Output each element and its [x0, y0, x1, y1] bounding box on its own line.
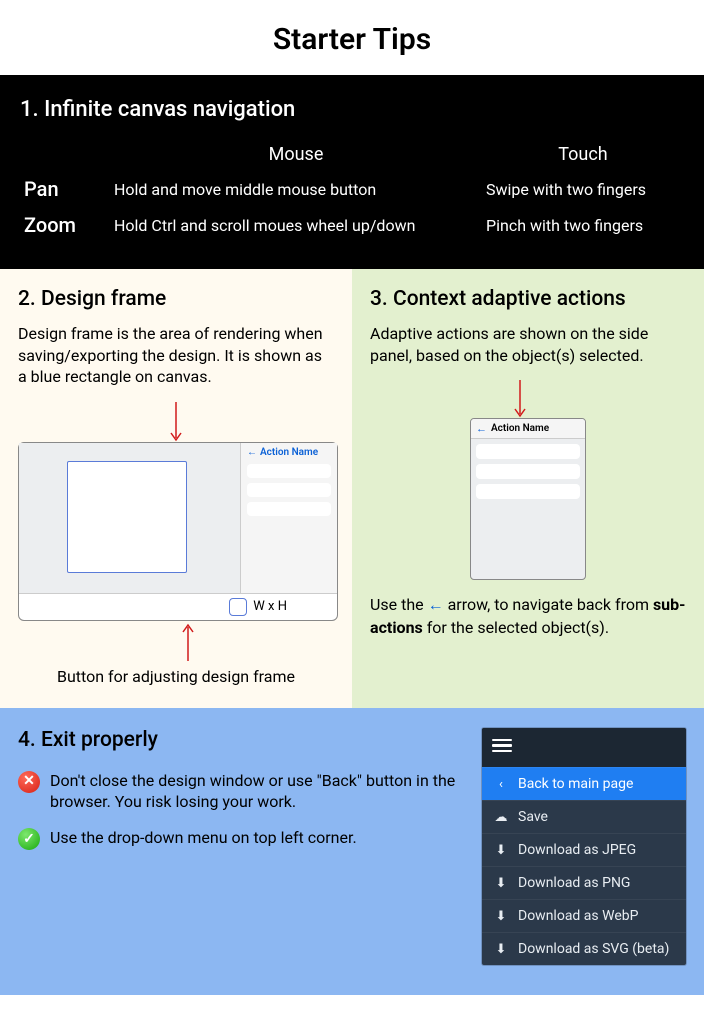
back-arrow-icon: ←: [476, 422, 487, 435]
mock-canvas-area: [19, 443, 241, 593]
frame-size-button[interactable]: [229, 598, 247, 616]
zoom-touch: Pinch with two fingers: [482, 207, 684, 243]
action-name-label: Action Name: [491, 423, 549, 434]
table-row: Zoom Hold Ctrl and scroll moues wheel up…: [20, 207, 684, 243]
menu-item-label: Back to main page: [518, 776, 633, 792]
table-row: Pan Hold and move middle mouse button Sw…: [20, 171, 684, 207]
section2-caption: Button for adjusting design frame: [18, 667, 334, 686]
mock-side-panel: ← Action Name: [241, 443, 337, 593]
tail-text: Use the: [370, 595, 428, 614]
hamburger-icon[interactable]: [492, 736, 512, 756]
dropdown-menu-mock: ‹ Back to main page ☁ Save ⬇ Download as JPEG…: [482, 728, 686, 966]
menu-item[interactable]: ⬇ Download as JPEG: [482, 833, 686, 866]
tip-dont: ✕ Don't close the design window or use "…: [18, 770, 468, 813]
cloud-icon: ☁: [494, 810, 508, 825]
section2-heading: 2. Design frame: [18, 287, 334, 311]
placeholder-row: [247, 483, 331, 497]
pan-mouse: Hold and move middle mouse button: [110, 171, 482, 207]
section3-heading: 3. Context adaptive actions: [370, 287, 686, 311]
placeholder-row: [476, 464, 580, 479]
placeholder-row: [476, 484, 580, 499]
row-label-zoom: Zoom: [20, 207, 110, 243]
canvas-mock: ← Action Name W x H: [18, 442, 338, 621]
menu-item[interactable]: ⬇ Download as PNG: [482, 866, 686, 899]
download-icon: ⬇: [494, 876, 508, 891]
navigation-table: Mouse Touch Pan Hold and move middle mou…: [20, 138, 684, 243]
menu-item-label: Download as SVG (beta): [518, 941, 669, 957]
tip-do-text: Use the drop-down menu on top left corne…: [50, 827, 357, 849]
menu-item-label: Download as WebP: [518, 908, 638, 924]
col-blank: [20, 138, 110, 171]
annotation-arrow-up-icon: [178, 623, 198, 661]
download-icon: ⬇: [494, 942, 508, 957]
menu-item[interactable]: ☁ Save: [482, 800, 686, 833]
design-frame-rect: [67, 461, 187, 573]
tail-text: arrow, to navigate back from: [444, 595, 653, 614]
wxh-label: W x H: [253, 599, 287, 614]
page-title: Starter Tips: [0, 0, 704, 75]
download-icon: ⬇: [494, 909, 508, 924]
placeholder-row: [247, 502, 331, 516]
section3-body: Adaptive actions are shown on the side p…: [370, 323, 686, 366]
tip-dont-text: Don't close the design window or use "Ba…: [50, 770, 468, 813]
section-exit-properly: 4. Exit properly ✕ Don't close the desig…: [0, 708, 704, 996]
menu-item[interactable]: ⬇ Download as SVG (beta): [482, 932, 686, 965]
x-icon: ✕: [18, 771, 40, 793]
menu-item-label: Download as PNG: [518, 875, 630, 891]
check-icon: ✓: [18, 828, 40, 850]
section3-tail: Use the ← arrow, to navigate back from s…: [370, 594, 686, 639]
section-design-frame: 2. Design frame Design frame is the area…: [0, 269, 352, 708]
back-arrow-icon: ←: [247, 447, 257, 458]
action-name-label: Action Name: [260, 447, 318, 458]
pan-touch: Swipe with two fingers: [482, 171, 684, 207]
annotation-arrow-down-icon: [166, 402, 186, 444]
inline-arrow-icon: ←: [428, 595, 444, 614]
col-touch: Touch: [482, 138, 684, 171]
chevron-left-icon: ‹: [494, 777, 508, 792]
section1-heading: 1. Infinite canvas navigation: [20, 97, 684, 122]
placeholder-row: [476, 444, 580, 459]
section2-body: Design frame is the area of rendering wh…: [18, 323, 334, 388]
download-icon: ⬇: [494, 843, 508, 858]
menu-item[interactable]: ⬇ Download as WebP: [482, 899, 686, 932]
zoom-mouse: Hold Ctrl and scroll moues wheel up/down: [110, 207, 482, 243]
placeholder-fill: [476, 504, 580, 574]
tail-text: for the selected object(s).: [423, 618, 609, 637]
section-context-actions: 3. Context adaptive actions Adaptive act…: [352, 269, 704, 708]
tip-do: ✓ Use the drop-down menu on top left cor…: [18, 827, 468, 850]
annotation-arrow-down-icon: [510, 380, 530, 420]
side-panel-mock: ← Action Name: [470, 418, 586, 580]
section-canvas-navigation: 1. Infinite canvas navigation Mouse Touc…: [0, 75, 704, 269]
menu-item-label: Download as JPEG: [518, 842, 636, 858]
menu-item-label: Save: [518, 809, 548, 825]
section4-heading: 4. Exit properly: [18, 728, 468, 752]
col-mouse: Mouse: [110, 138, 482, 171]
placeholder-row: [247, 464, 331, 478]
menu-item[interactable]: ‹ Back to main page: [482, 767, 686, 800]
row-label-pan: Pan: [20, 171, 110, 207]
menu-bar: [482, 728, 686, 768]
